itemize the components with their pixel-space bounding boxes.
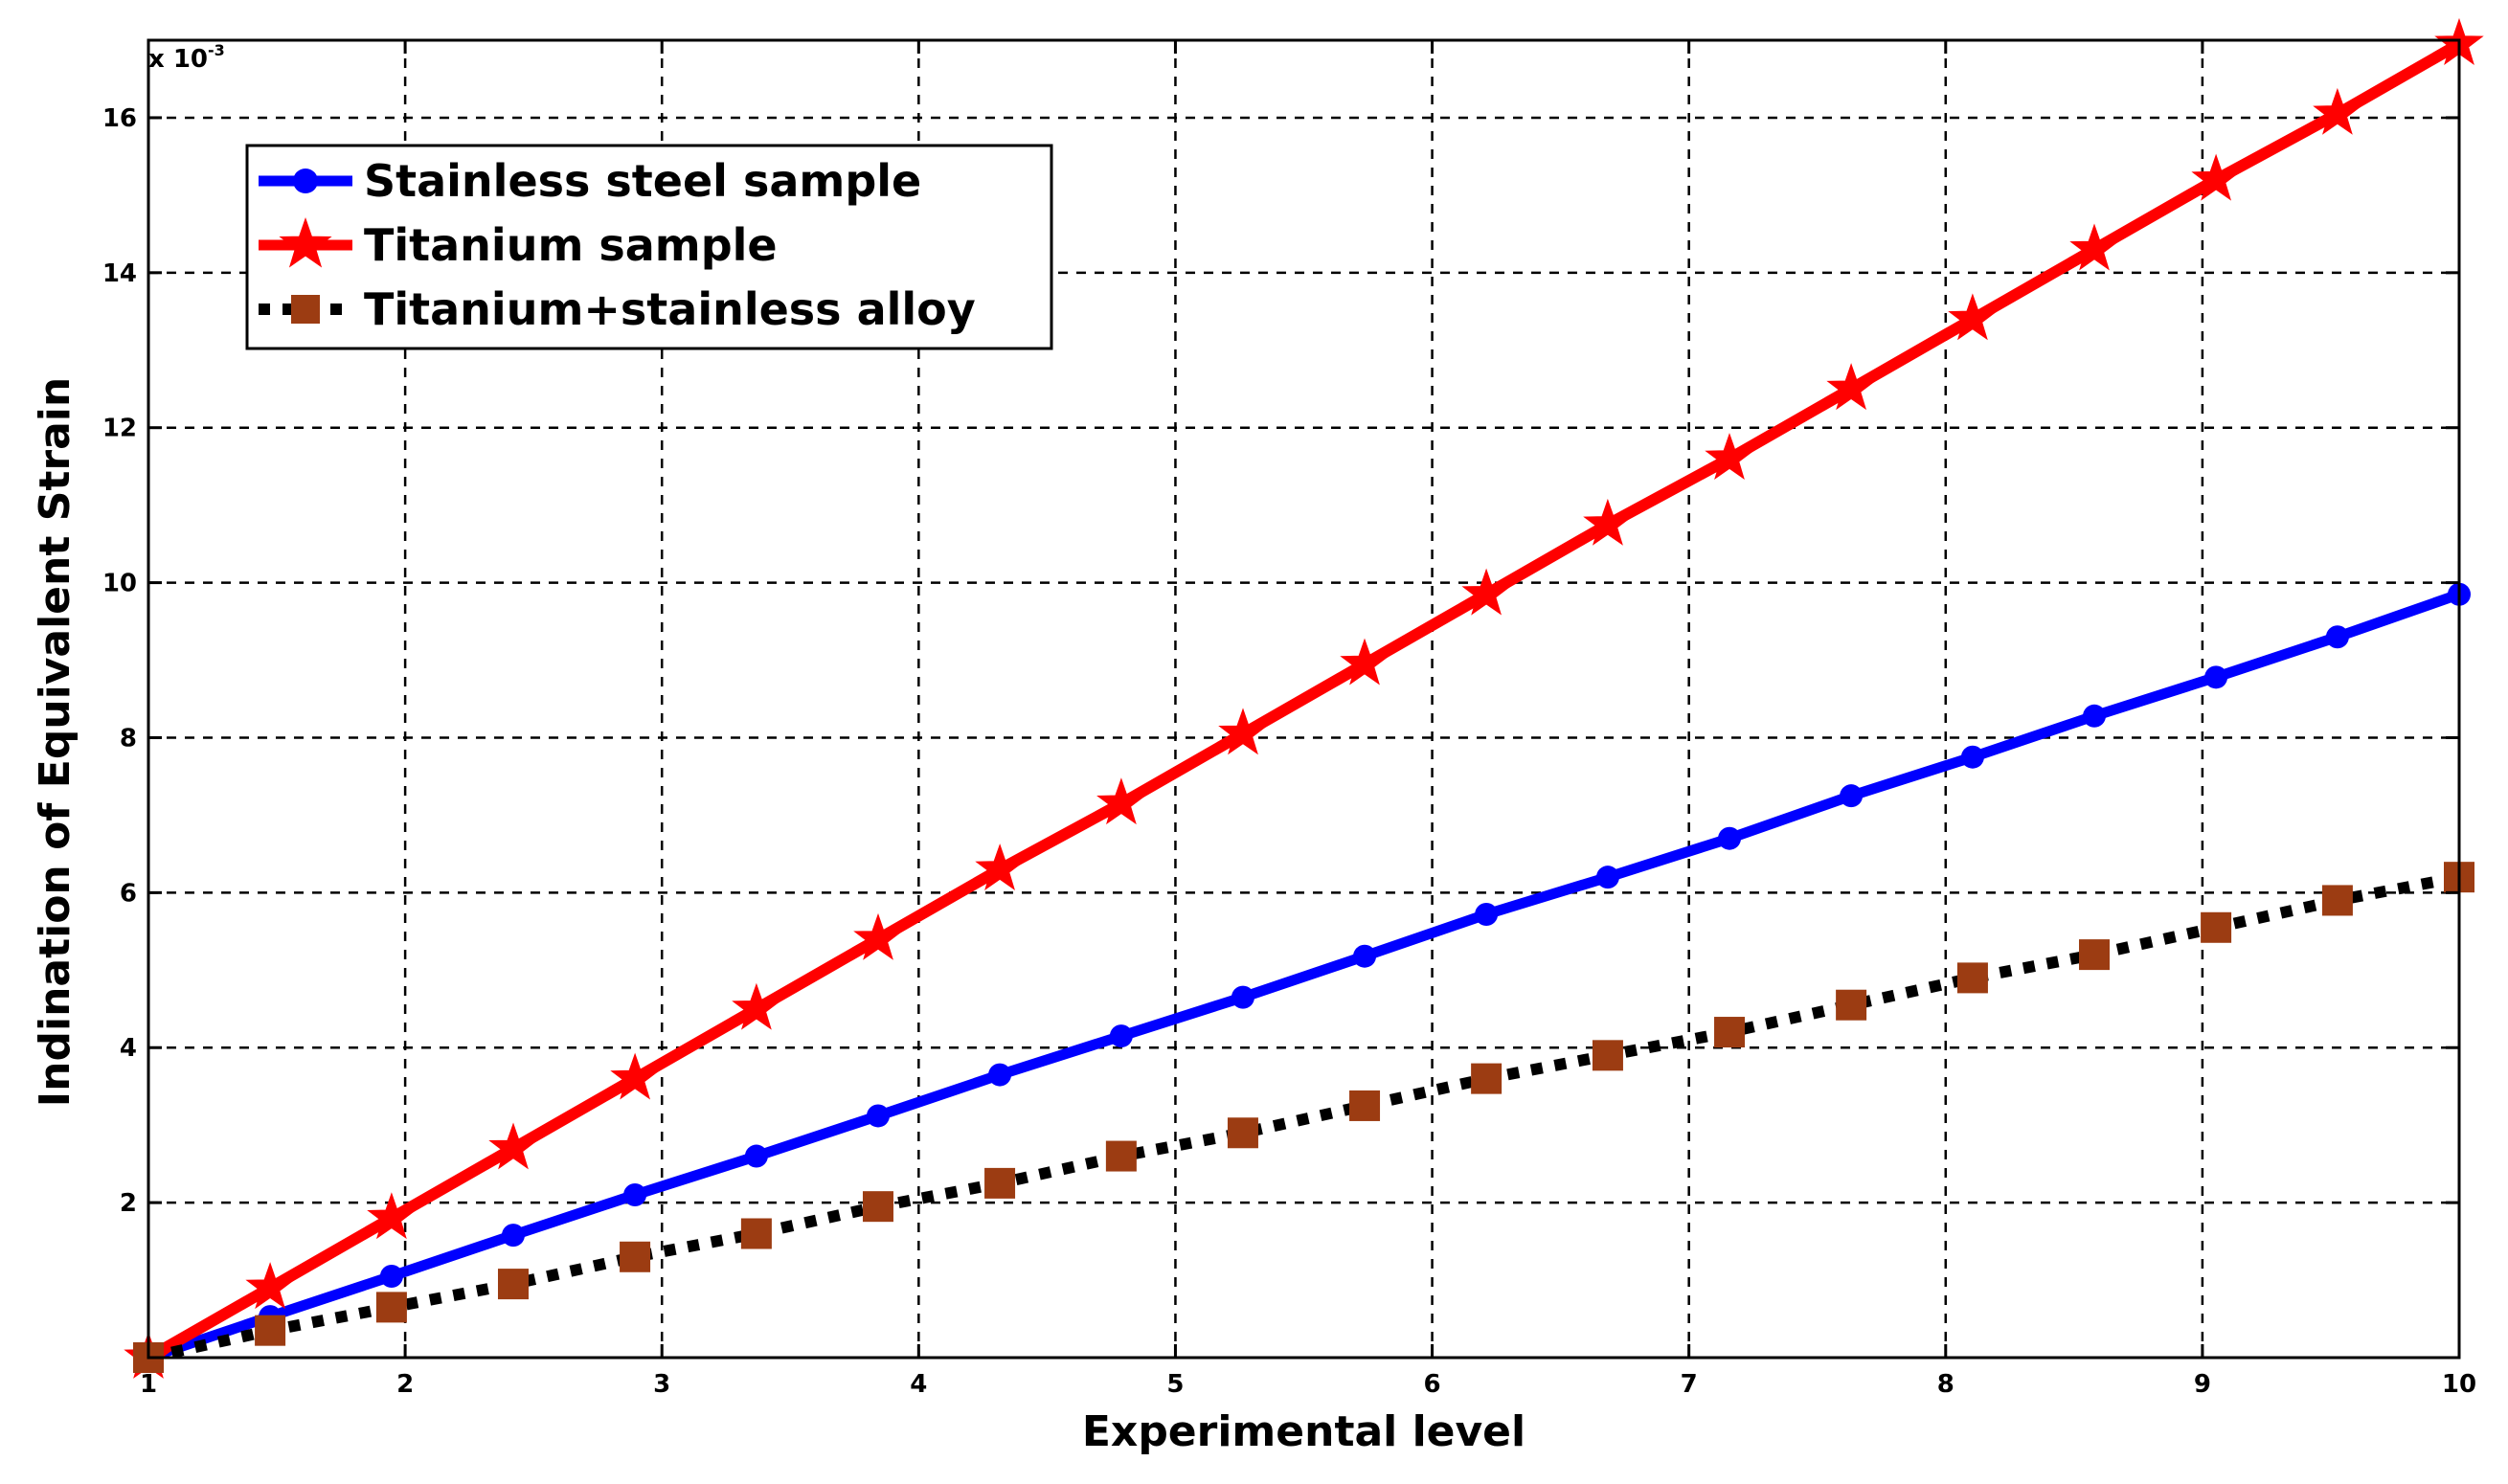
data-point-star xyxy=(245,1262,295,1310)
y-axis-label: Indination of Equivalent Strain xyxy=(31,377,79,1107)
data-point-star xyxy=(853,912,903,960)
data-point-star xyxy=(1826,363,1876,411)
data-point-square xyxy=(2201,911,2232,943)
legend-item: Titanium sample xyxy=(259,216,778,271)
data-point-circle xyxy=(1231,985,1254,1009)
series-line xyxy=(147,589,2461,1363)
legend-label: Stainless steel sample xyxy=(364,155,921,207)
legend-item: Titanium+stainless alloy xyxy=(259,283,976,335)
y-tick-label: 12 xyxy=(102,415,137,443)
data-point-star xyxy=(1096,777,1146,825)
data-point-square xyxy=(1349,1090,1381,1121)
data-point-circle xyxy=(623,1183,647,1207)
data-point-circle xyxy=(1595,866,1619,889)
data-point-star xyxy=(1948,293,1998,341)
series-titanium-sample xyxy=(124,17,2484,1379)
legend-label: Titanium sample xyxy=(364,219,778,271)
data-point-square xyxy=(1105,1140,1137,1172)
data-point-square xyxy=(2079,939,2111,971)
axes-layer xyxy=(147,38,2461,1360)
x-tick-label: 6 xyxy=(1424,1370,1441,1399)
x-tick-label: 3 xyxy=(653,1370,670,1399)
data-point-star xyxy=(279,216,332,268)
legend: Stainless steel sample Titanium sample Tit… xyxy=(245,144,1053,350)
data-point-circle xyxy=(1109,1024,1133,1048)
data-point-circle xyxy=(1840,784,1864,808)
series-layer xyxy=(124,17,2484,1379)
data-point-star xyxy=(2069,223,2119,271)
x-tick-label: 2 xyxy=(396,1370,414,1399)
data-point-circle xyxy=(2325,625,2349,649)
data-point-circle xyxy=(866,1104,890,1128)
data-point-star xyxy=(1218,708,1268,755)
data-point-square xyxy=(1227,1117,1258,1149)
legend-box xyxy=(245,144,1053,350)
x-tick-label: 5 xyxy=(1166,1370,1184,1399)
y-tick-label: 16 xyxy=(102,104,137,133)
y-tick-label: 8 xyxy=(120,724,137,753)
data-point-circle xyxy=(988,1063,1012,1087)
x-tick-label: 1 xyxy=(140,1370,157,1399)
data-point-star xyxy=(367,1192,417,1240)
data-point-circle xyxy=(2083,704,2107,728)
data-point-circle xyxy=(1475,903,1499,927)
data-point-square xyxy=(620,1241,651,1272)
legend-label: Titanium+stainless alloy xyxy=(364,283,976,335)
data-point-star xyxy=(975,843,1025,890)
data-point-circle xyxy=(1353,944,1377,968)
plot-frame xyxy=(147,38,2461,1360)
data-point-square xyxy=(1956,962,1988,994)
x-axis-label: Experimental level xyxy=(1082,1407,1525,1456)
y-tick-label: 6 xyxy=(120,879,137,908)
data-point-circle xyxy=(501,1224,525,1248)
data-point-square xyxy=(291,295,320,324)
data-point-star xyxy=(610,1052,660,1100)
data-point-circle xyxy=(2204,665,2228,689)
x-tick-label: 4 xyxy=(910,1370,927,1399)
x-tick-label: 7 xyxy=(1681,1370,1698,1399)
x-tick-label: 9 xyxy=(2194,1370,2211,1399)
data-point-square xyxy=(1471,1063,1503,1094)
data-point-square xyxy=(1714,1017,1746,1048)
data-point-square xyxy=(1836,989,1867,1021)
y-tick-label: 4 xyxy=(120,1034,137,1063)
data-point-circle xyxy=(744,1144,768,1168)
y-axis-multiplier: x 10-3 xyxy=(148,41,225,74)
data-point-star xyxy=(488,1122,538,1170)
data-point-star xyxy=(1583,498,1633,546)
data-point-square xyxy=(984,1167,1016,1199)
series-stainless-steel-sample xyxy=(137,582,2471,1369)
data-point-square xyxy=(497,1269,529,1300)
grid-layer xyxy=(148,40,2459,1358)
data-point-square xyxy=(2321,885,2353,916)
series-line xyxy=(146,38,2462,1363)
data-point-circle xyxy=(293,169,318,193)
data-point-circle xyxy=(1718,826,1742,850)
data-point-star xyxy=(2313,87,2362,135)
series-titanium-stainless-alloy xyxy=(133,862,2474,1373)
data-point-square xyxy=(740,1218,772,1249)
data-point-star xyxy=(1705,433,1754,480)
series-line xyxy=(147,871,2461,1363)
x-tick-label: 10 xyxy=(2442,1370,2476,1399)
data-point-star xyxy=(1461,568,1511,616)
y-tick-label: 2 xyxy=(120,1189,137,1218)
legend-item: Stainless steel sample xyxy=(259,155,921,207)
data-point-square xyxy=(1592,1040,1623,1071)
data-point-square xyxy=(375,1292,407,1323)
y-tick-label: 10 xyxy=(102,570,137,598)
data-point-circle xyxy=(379,1265,403,1289)
y-tick-label: 14 xyxy=(102,259,137,288)
data-point-star xyxy=(2191,153,2241,201)
data-point-circle xyxy=(1960,745,1984,769)
data-point-star xyxy=(732,982,781,1030)
data-point-square xyxy=(255,1315,286,1346)
data-point-square xyxy=(862,1191,893,1223)
data-point-star xyxy=(1340,638,1390,686)
x-tick-label: 8 xyxy=(1937,1370,1954,1399)
